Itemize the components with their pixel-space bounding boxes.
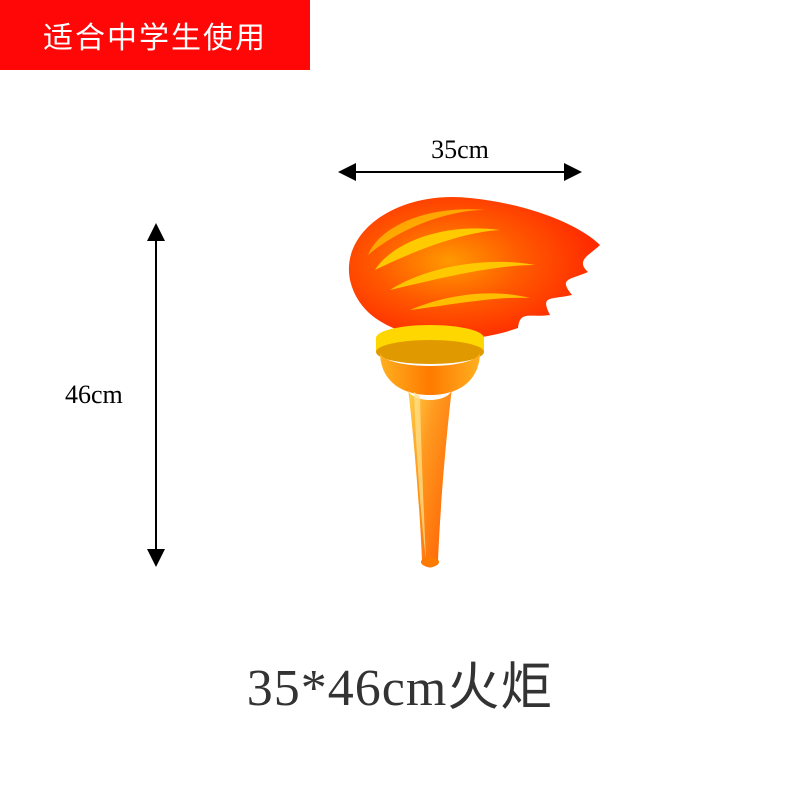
- torch-rim-bottom: [376, 340, 484, 364]
- banner: 适合中学生使用: [0, 0, 310, 70]
- height-label: 46cm: [65, 380, 123, 410]
- torch-handle: [408, 388, 452, 568]
- torch-illustration: [280, 160, 700, 580]
- height-arrow-line: [155, 225, 157, 565]
- caption: 35*46cm火炬: [0, 645, 800, 720]
- height-dimension: [155, 225, 157, 565]
- torch-svg: [280, 160, 700, 580]
- torch-handle-tip: [421, 557, 439, 567]
